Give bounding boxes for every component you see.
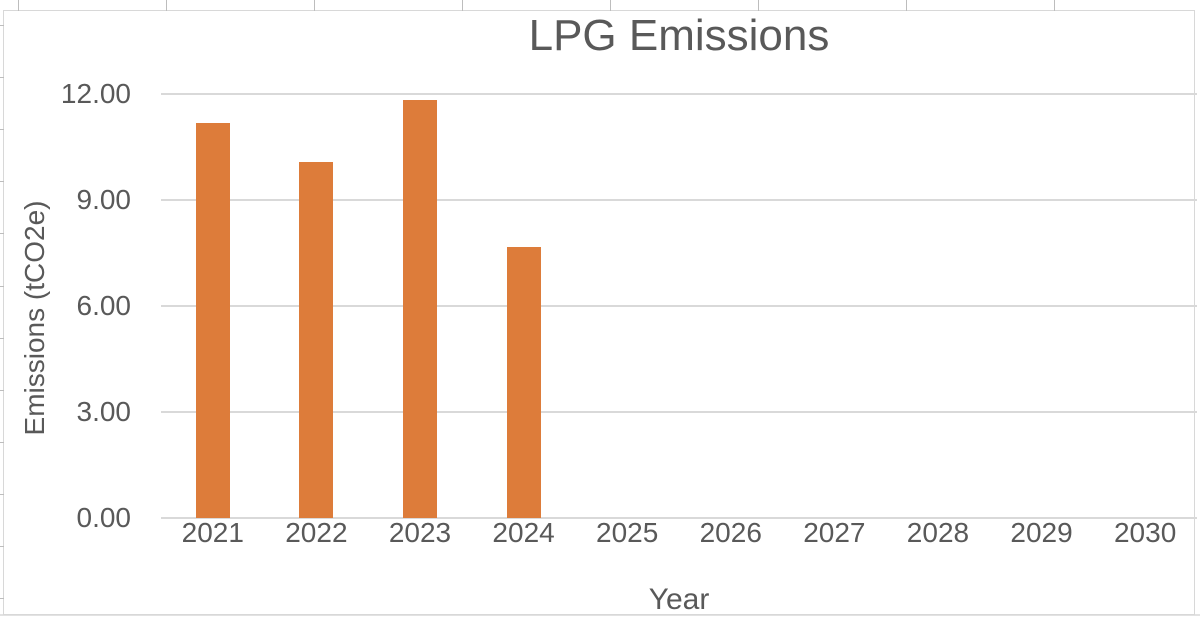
sheet-row-line-tick	[0, 546, 4, 547]
x-axis-tick-label-2026: 2026	[699, 517, 762, 548]
sheet-column-line	[166, 0, 167, 11]
sheet-row-line-tick	[0, 494, 4, 495]
y-axis-tick-label: 6.00	[76, 290, 132, 321]
sheet-column-line	[758, 0, 759, 11]
y-axis-tick-label: 12.00	[60, 78, 131, 109]
sheet-row-line-tick	[0, 181, 4, 182]
bar-2024[interactable]	[506, 247, 541, 518]
x-axis-tick-label-2024: 2024	[492, 517, 555, 548]
x-axis-tick-label-2029: 2029	[1010, 517, 1073, 548]
gridline-y-0	[161, 517, 1197, 519]
bar-2022[interactable]	[299, 162, 334, 518]
sheet-row-line-tick	[0, 442, 4, 443]
sheet-row-line-tick	[0, 286, 4, 287]
sheet-row-line-tick	[0, 338, 4, 339]
sheet-column-line	[462, 0, 463, 11]
x-axis-tick-label-2028: 2028	[906, 517, 970, 548]
gridline-y-6	[161, 305, 1197, 307]
chart-frame[interactable]: LPG Emissions Emissions (tCO2e) 0.00 3.00…	[3, 10, 1197, 616]
y-axis-tick-labels: 0.00 3.00 6.00 9.00 12.00	[4, 11, 131, 616]
sheet-row-line-tick	[0, 598, 4, 599]
y-axis-tick-label: 3.00	[76, 396, 132, 427]
sheet-row-line-tick	[0, 129, 4, 130]
sheet-row-line-tick	[0, 233, 4, 234]
x-axis-tick-labels: 2021 2022 2023 2024 2025 2026 2027 2028 2029 2030	[161, 519, 1197, 547]
sheet-column-line	[18, 0, 19, 11]
y-axis-tick-label: 9.00	[76, 184, 132, 215]
gridline-y-3	[161, 411, 1197, 413]
sheet-column-line	[1054, 0, 1055, 11]
gridline-y-12	[161, 93, 1197, 95]
sheet-row-line	[0, 614, 1200, 616]
bar-2023[interactable]	[403, 100, 437, 518]
x-axis-tick-label-2027: 2027	[803, 517, 866, 548]
sheet-column-line	[906, 0, 907, 11]
x-axis-tick-label-2025: 2025	[596, 517, 659, 548]
sheet-column-line	[314, 0, 315, 11]
x-axis-tick-label-2022: 2022	[285, 517, 348, 548]
y-axis-tick-label: 0.00	[76, 502, 132, 533]
chart-title: LPG Emissions	[528, 11, 830, 60]
x-axis-title: Year	[648, 583, 710, 616]
sheet-row-line-tick	[0, 25, 4, 26]
sheet-column-line	[610, 0, 611, 11]
bar-2021[interactable]	[195, 122, 230, 518]
sheet-row-line-tick	[0, 390, 4, 391]
sheet-row-line-tick	[0, 77, 4, 78]
plot-area	[161, 93, 1197, 519]
x-axis-tick-label-2023: 2023	[388, 517, 452, 548]
x-axis-tick-label-2030: 2030	[1113, 517, 1177, 548]
gridline-y-9	[161, 199, 1197, 201]
x-axis-tick-label-2021: 2021	[181, 517, 244, 548]
